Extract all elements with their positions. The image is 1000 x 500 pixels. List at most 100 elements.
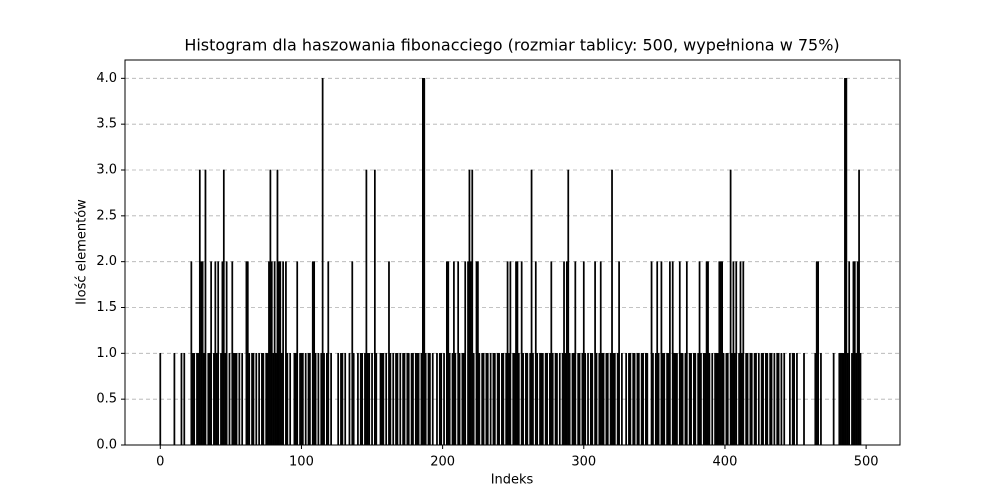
bar [448,353,451,446]
bar [715,353,718,446]
bar [255,353,258,446]
bar [304,353,307,446]
bar [232,353,235,446]
bar [420,353,423,446]
bar [673,353,675,446]
bar [410,353,413,446]
bar [656,261,659,446]
bar [337,353,340,446]
bar [443,353,445,446]
x-tick-label: 200 [430,455,455,470]
bar [616,353,619,446]
bar [815,261,818,446]
bar [642,353,644,446]
bar [431,353,434,446]
bar [416,353,419,446]
bar [294,353,297,446]
bar [498,353,500,446]
bar [859,353,862,446]
bar [509,261,512,446]
bar [702,353,705,446]
bar [327,261,330,446]
bar [359,353,362,446]
bar [231,261,234,446]
bar [270,261,273,446]
bar [817,261,819,446]
bar [309,353,311,446]
bar [532,353,534,446]
bar [704,353,707,446]
bar [563,261,565,446]
bar [773,353,776,446]
bar [180,353,183,446]
bar [783,353,786,446]
bar [530,169,533,446]
bar [541,353,544,446]
bar [351,261,354,446]
bar [652,353,654,446]
bar [190,261,193,446]
bar [208,353,211,446]
bar [725,353,728,446]
bar [357,353,359,446]
y-tick-label: 0.5 [96,392,117,407]
bar [654,353,657,446]
bar [275,353,277,446]
bar [207,353,210,446]
bar [388,261,390,446]
bar [661,353,664,446]
bar [472,353,475,446]
bar [234,353,236,446]
bar [402,353,404,446]
bar [522,353,524,446]
bar [203,353,205,446]
bar [602,353,605,446]
bar [646,353,649,446]
bar [348,353,351,446]
bar [574,261,577,446]
bar [738,353,740,446]
bar [365,169,368,446]
bar [326,353,328,446]
bar [613,353,616,446]
bar [755,353,757,446]
bar [573,353,575,446]
bar [375,353,378,446]
bar [210,261,212,446]
bar [200,261,203,446]
bar [513,353,516,446]
bar [520,261,523,446]
bar [858,169,860,446]
bar [293,353,296,446]
bar [385,353,388,446]
bar [285,261,287,446]
bar [690,353,692,446]
y-tick-label: 3.0 [96,163,117,178]
bar [599,261,602,446]
y-tick-label: 0.0 [96,438,117,453]
bar [766,353,769,446]
bar [214,261,217,446]
bar [516,261,519,446]
bar [395,353,397,446]
bar [213,353,215,446]
bar [791,353,794,446]
bar [769,353,771,446]
bar [645,353,647,446]
bar [477,261,479,446]
bar [565,261,568,446]
bar [684,353,687,446]
bar [276,169,279,446]
bar [261,353,263,446]
bar [637,353,640,446]
bar [742,261,745,446]
bar [694,353,697,446]
bar [851,353,853,446]
bar [611,169,613,446]
bar [640,353,643,446]
bar [341,353,344,446]
bar [366,353,369,446]
bar [601,353,604,446]
bar [440,353,443,446]
